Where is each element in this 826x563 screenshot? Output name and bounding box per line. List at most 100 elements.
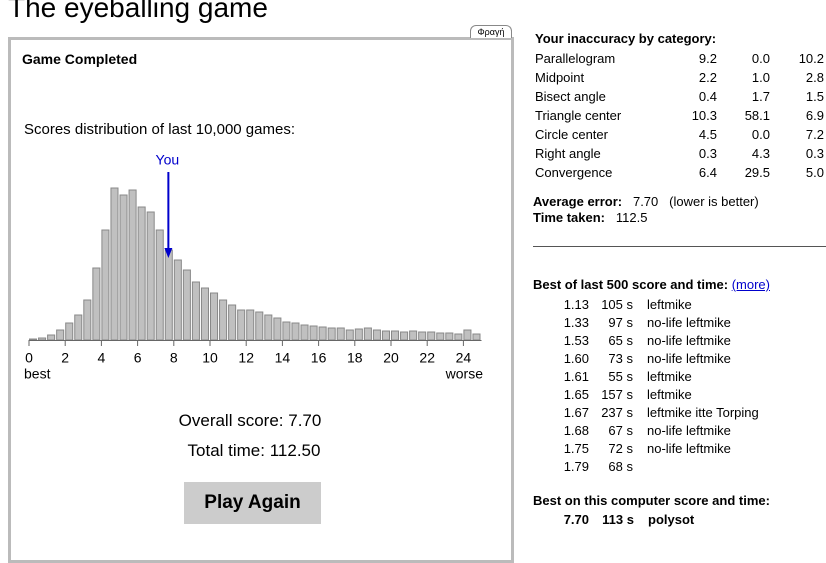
bar [38,337,47,341]
category-value: 58.1 [744,108,770,123]
category-value: 1.0 [751,70,770,85]
bar [200,287,209,341]
x-tick-label: 24 [456,350,472,366]
bar [74,314,83,341]
category-value: 7.2 [805,127,824,142]
bar [164,249,173,341]
category-value: 2.2 [698,70,717,85]
score: 1.68 [563,423,589,438]
player-name: polysot [648,512,695,527]
bar [264,314,273,341]
time: 65 s [608,333,633,348]
bar [291,322,300,341]
chart-title: Scores distribution of last 10,000 games… [24,121,295,138]
play-again-button[interactable]: Play Again [184,482,321,524]
tab[interactable]: Φραγή [470,25,512,38]
category-name: Parallelogram [535,51,616,66]
x-tick-label: 20 [383,350,399,366]
time: 73 s [608,351,633,366]
player-name: no-life leftmike [647,441,731,456]
bar [29,338,38,341]
bar [173,259,182,341]
game-panel [8,37,514,563]
x-tick-label: 6 [134,350,142,366]
player-name: no-life leftmike [647,351,731,366]
bar [128,189,137,341]
bar [119,194,128,341]
category-value: 0.0 [751,51,770,66]
score: 1.60 [563,351,589,366]
bar [191,281,200,341]
player-name: no-life leftmike [647,333,731,348]
bar [363,327,372,341]
bar [110,187,119,341]
bar [255,311,264,341]
marker-arrowhead [164,248,173,258]
player-name: leftmike [647,387,692,402]
score: 1.67 [563,405,589,420]
x-tick-label: 2 [61,350,69,366]
bar [418,331,427,341]
category-name: Circle center [535,127,608,142]
value: 112.50 [269,441,321,460]
bar [65,322,74,341]
time: 55 s [608,369,633,384]
label: Time taken: [533,210,606,225]
player-name: no-life leftmike [647,423,731,438]
inaccuracy-title: Your inaccuracy by category: [535,31,717,46]
bar [56,329,65,341]
average-error: Average error: 7.70 (lower is better) [533,194,759,209]
category-value: 2.8 [805,70,824,85]
player-name: leftmike [647,369,692,384]
bar [445,332,454,341]
bar [246,309,255,341]
page-title: The eyeballing game [8,0,268,23]
x-tick-label: 14 [275,350,291,366]
value: 7.70 [288,411,322,430]
bar [300,324,309,341]
category-value: 0.0 [751,127,770,142]
more-link[interactable]: (more) [731,277,770,292]
player-name: leftmike [647,297,692,312]
category-value: 4.5 [698,127,717,142]
player-name: leftmike itte Torping [647,405,759,420]
time: 237 s [601,405,633,420]
total-time: Total time: 112.50 [0,441,508,461]
score: 7.70 [563,512,589,527]
time: 97 s [608,315,633,330]
bar [336,327,345,341]
category-name: Triangle center [535,108,622,123]
bar [146,211,155,341]
bar [101,229,110,341]
x-start-label: best [24,366,51,382]
label: Overall score: [178,411,284,430]
category-name: Right angle [535,146,601,161]
label: Average error: [533,194,623,209]
time: 72 s [608,441,633,456]
score: 1.33 [563,315,589,330]
x-tick-label: 18 [347,350,363,366]
category-value: 0.4 [698,89,717,104]
score: 1.61 [563,369,589,384]
label: Best of last 500 score and time: [533,277,729,292]
player-name: no-life leftmike [647,315,731,330]
bar [318,326,327,341]
x-end-label: worse [445,366,484,382]
score: 1.65 [563,387,589,402]
score: 1.13 [563,297,589,312]
bar [327,327,336,341]
x-tick-label: 10 [202,350,218,366]
bar [219,299,228,341]
time: 67 s [608,423,633,438]
best500-title: Best of last 500 score and time: (more) [533,277,770,292]
score: 1.53 [563,333,589,348]
x-tick-label: 16 [311,350,327,366]
bar [282,321,291,341]
category-value: 9.2 [698,51,717,66]
score: 1.79 [563,459,589,474]
bar [427,331,436,341]
category-name: Bisect angle [535,89,606,104]
category-value: 4.3 [751,146,770,161]
time: 68 s [608,459,633,474]
